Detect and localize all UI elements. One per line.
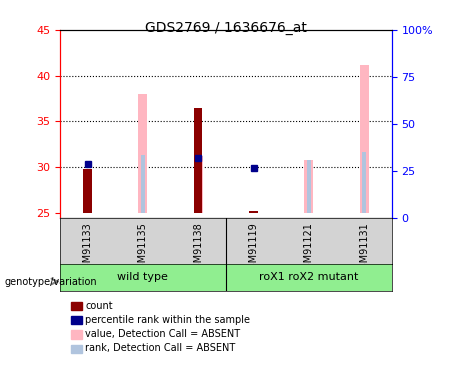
Text: rank, Detection Call = ABSENT: rank, Detection Call = ABSENT [85,344,236,353]
Bar [194,156,203,213]
Text: GSM91121: GSM91121 [304,222,314,275]
Bar [362,152,366,213]
Text: roX1 roX2 mutant: roX1 roX2 mutant [259,273,359,282]
Bar [360,65,369,213]
Text: value, Detection Call = ABSENT: value, Detection Call = ABSENT [85,329,240,339]
Text: GSM91133: GSM91133 [83,222,93,275]
Text: wild type: wild type [118,273,168,282]
Bar [194,108,202,213]
Bar [138,94,148,213]
Bar [196,156,201,213]
Bar [304,160,313,213]
Bar [83,169,92,213]
Text: GDS2769 / 1636676_at: GDS2769 / 1636676_at [145,21,307,34]
Bar [249,211,258,213]
Bar [141,155,145,213]
Text: GSM91131: GSM91131 [359,222,369,275]
Text: GSM91135: GSM91135 [138,222,148,275]
Text: GSM91138: GSM91138 [193,222,203,275]
Text: GSM91119: GSM91119 [248,222,259,275]
Text: count: count [85,301,113,310]
Text: percentile rank within the sample: percentile rank within the sample [85,315,250,325]
Bar [307,160,311,213]
Text: genotype/variation: genotype/variation [5,277,97,287]
